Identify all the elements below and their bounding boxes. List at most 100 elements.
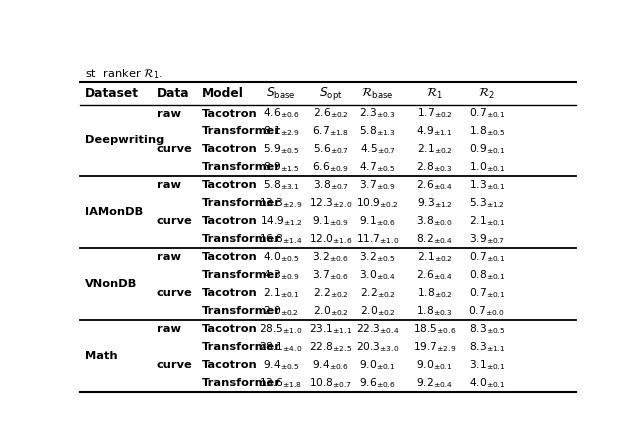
Text: $16.8_{\pm1.4}$: $16.8_{\pm1.4}$ [259,232,303,246]
Text: Tacotron: Tacotron [202,180,257,190]
Text: $1.8_{\pm0.5}$: $1.8_{\pm0.5}$ [468,125,505,139]
Text: Transformer: Transformer [202,378,280,388]
Text: $S_{\mathrm{opt}}$: $S_{\mathrm{opt}}$ [319,85,342,102]
Text: Transformer: Transformer [202,163,280,172]
Text: raw: raw [157,180,181,190]
Text: $13.6_{\pm1.8}$: $13.6_{\pm1.8}$ [259,376,303,390]
Text: $0.7_{\pm0.1}$: $0.7_{\pm0.1}$ [468,107,505,120]
Text: $8.9_{\pm1.5}$: $8.9_{\pm1.5}$ [262,160,299,174]
Text: $19.7_{\pm2.9}$: $19.7_{\pm2.9}$ [413,340,456,354]
Text: $0.7_{\pm0.1}$: $0.7_{\pm0.1}$ [468,286,505,300]
Text: Transformer: Transformer [202,234,280,244]
Text: $2.8_{\pm0.3}$: $2.8_{\pm0.3}$ [417,160,453,174]
Text: $0.7_{\pm0.1}$: $0.7_{\pm0.1}$ [468,250,505,264]
Text: $9.1_{\pm0.9}$: $9.1_{\pm0.9}$ [312,214,349,228]
Text: $2.0_{\pm0.2}$: $2.0_{\pm0.2}$ [360,304,396,318]
Text: Tacotron: Tacotron [202,144,257,155]
Text: Transformer: Transformer [202,306,280,316]
Text: $4.3_{\pm0.9}$: $4.3_{\pm0.9}$ [262,268,299,282]
Text: $3.9_{\pm0.7}$: $3.9_{\pm0.7}$ [468,232,505,246]
Text: $\mathcal{R}_2$: $\mathcal{R}_2$ [478,86,495,101]
Text: $20.3_{\pm3.0}$: $20.3_{\pm3.0}$ [356,340,399,354]
Text: $4.9_{\pm1.1}$: $4.9_{\pm1.1}$ [417,125,453,139]
Text: $2.6_{\pm0.4}$: $2.6_{\pm0.4}$ [417,268,453,282]
Text: $0.8_{\pm0.1}$: $0.8_{\pm0.1}$ [468,268,505,282]
Text: $9.1_{\pm0.6}$: $9.1_{\pm0.6}$ [359,214,396,228]
Text: $18.5_{\pm0.6}$: $18.5_{\pm0.6}$ [413,322,456,336]
Text: $10.9_{\pm0.2}$: $10.9_{\pm0.2}$ [356,196,399,210]
Text: $2.1_{\pm0.1}$: $2.1_{\pm0.1}$ [262,286,299,300]
Text: IAMonDB: IAMonDB [85,207,143,217]
Text: Tacotron: Tacotron [202,288,257,298]
Text: $2.1_{\pm0.2}$: $2.1_{\pm0.2}$ [417,143,452,156]
Text: $9.4_{\pm0.5}$: $9.4_{\pm0.5}$ [262,358,299,372]
Text: $9.0_{\pm0.1}$: $9.0_{\pm0.1}$ [360,358,396,372]
Text: curve: curve [157,360,193,370]
Text: $12.3_{\pm2.0}$: $12.3_{\pm2.0}$ [309,196,352,210]
Text: Tacotron: Tacotron [202,324,257,334]
Text: $4.0_{\pm0.1}$: $4.0_{\pm0.1}$ [468,376,505,390]
Text: curve: curve [157,288,193,298]
Text: $6.6_{\pm0.9}$: $6.6_{\pm0.9}$ [312,160,349,174]
Text: $23.1_{\pm1.1}$: $23.1_{\pm1.1}$ [309,322,352,336]
Text: $28.1_{\pm4.0}$: $28.1_{\pm4.0}$ [259,340,303,354]
Text: $3.1_{\pm0.1}$: $3.1_{\pm0.1}$ [468,358,505,372]
Text: $3.0_{\pm0.4}$: $3.0_{\pm0.4}$ [359,268,396,282]
Text: $5.8_{\pm3.1}$: $5.8_{\pm3.1}$ [262,178,299,192]
Text: $3.2_{\pm0.5}$: $3.2_{\pm0.5}$ [360,250,396,264]
Text: $4.7_{\pm0.5}$: $4.7_{\pm0.5}$ [360,160,396,174]
Text: raw: raw [157,324,181,334]
Text: Transformer: Transformer [202,198,280,208]
Text: $9.4_{\pm0.6}$: $9.4_{\pm0.6}$ [312,358,349,372]
Text: $2.1_{\pm0.2}$: $2.1_{\pm0.2}$ [417,250,452,264]
Text: Tacotron: Tacotron [202,252,257,262]
Text: $2.1_{\pm0.1}$: $2.1_{\pm0.1}$ [468,214,505,228]
Text: $22.8_{\pm2.5}$: $22.8_{\pm2.5}$ [309,340,352,354]
Text: $13.3_{\pm2.9}$: $13.3_{\pm2.9}$ [259,196,303,210]
Text: $1.3_{\pm0.1}$: $1.3_{\pm0.1}$ [468,178,505,192]
Text: $1.7_{\pm0.2}$: $1.7_{\pm0.2}$ [417,107,452,120]
Text: $4.0_{\pm0.5}$: $4.0_{\pm0.5}$ [262,250,299,264]
Text: $28.5_{\pm1.0}$: $28.5_{\pm1.0}$ [259,322,303,336]
Text: Deepwriting: Deepwriting [85,135,164,146]
Text: Tacotron: Tacotron [202,216,257,226]
Text: $9.2_{\pm0.4}$: $9.2_{\pm0.4}$ [417,376,453,390]
Text: $8.2_{\pm0.4}$: $8.2_{\pm0.4}$ [417,232,453,246]
Text: $1.0_{\pm0.1}$: $1.0_{\pm0.1}$ [468,160,505,174]
Text: Model: Model [202,87,243,100]
Text: $9.6_{\pm0.6}$: $9.6_{\pm0.6}$ [359,376,396,390]
Text: $\mathcal{R}_{\mathrm{base}}$: $\mathcal{R}_{\mathrm{base}}$ [362,86,394,101]
Text: Tacotron: Tacotron [202,108,257,119]
Text: $2.2_{\pm0.2}$: $2.2_{\pm0.2}$ [360,286,396,300]
Text: Transformer: Transformer [202,127,280,136]
Text: $9.3_{\pm1.2}$: $9.3_{\pm1.2}$ [417,196,452,210]
Text: $22.3_{\pm0.4}$: $22.3_{\pm0.4}$ [356,322,399,336]
Text: $S_{\mathrm{base}}$: $S_{\mathrm{base}}$ [266,86,296,101]
Text: st  ranker $\mathcal{R}_1$.: st ranker $\mathcal{R}_1$. [85,67,163,81]
Text: Transformer: Transformer [202,342,280,352]
Text: $11.7_{\pm1.0}$: $11.7_{\pm1.0}$ [356,232,399,246]
Text: $3.8_{\pm0.0}$: $3.8_{\pm0.0}$ [417,214,453,228]
Text: $3.8_{\pm0.7}$: $3.8_{\pm0.7}$ [312,178,348,192]
Text: $3.7_{\pm0.9}$: $3.7_{\pm0.9}$ [359,178,396,192]
Text: $2.0_{\pm0.2}$: $2.0_{\pm0.2}$ [312,304,348,318]
Text: $10.8_{\pm0.7}$: $10.8_{\pm0.7}$ [309,376,352,390]
Text: $9.0_{\pm0.1}$: $9.0_{\pm0.1}$ [417,358,453,372]
Text: $2.3_{\pm0.3}$: $2.3_{\pm0.3}$ [360,107,396,120]
Text: $6.7_{\pm1.8}$: $6.7_{\pm1.8}$ [312,125,349,139]
Text: $4.5_{\pm0.7}$: $4.5_{\pm0.7}$ [360,143,396,156]
Text: $5.9_{\pm0.5}$: $5.9_{\pm0.5}$ [262,143,299,156]
Text: $12.0_{\pm1.6}$: $12.0_{\pm1.6}$ [309,232,352,246]
Text: Transformer: Transformer [202,270,280,280]
Text: $0.9_{\pm0.1}$: $0.9_{\pm0.1}$ [468,143,505,156]
Text: curve: curve [157,144,193,155]
Text: $14.9_{\pm1.2}$: $14.9_{\pm1.2}$ [260,214,302,228]
Text: $0.7_{\pm0.0}$: $0.7_{\pm0.0}$ [468,304,505,318]
Text: $3.7_{\pm0.6}$: $3.7_{\pm0.6}$ [312,268,349,282]
Text: VNonDB: VNonDB [85,279,138,289]
Text: $5.8_{\pm1.3}$: $5.8_{\pm1.3}$ [360,125,396,139]
Text: $8.3_{\pm0.5}$: $8.3_{\pm0.5}$ [468,322,505,336]
Text: $2.0_{\pm0.2}$: $2.0_{\pm0.2}$ [263,304,299,318]
Text: Tacotron: Tacotron [202,360,257,370]
Text: Dataset: Dataset [85,87,139,100]
